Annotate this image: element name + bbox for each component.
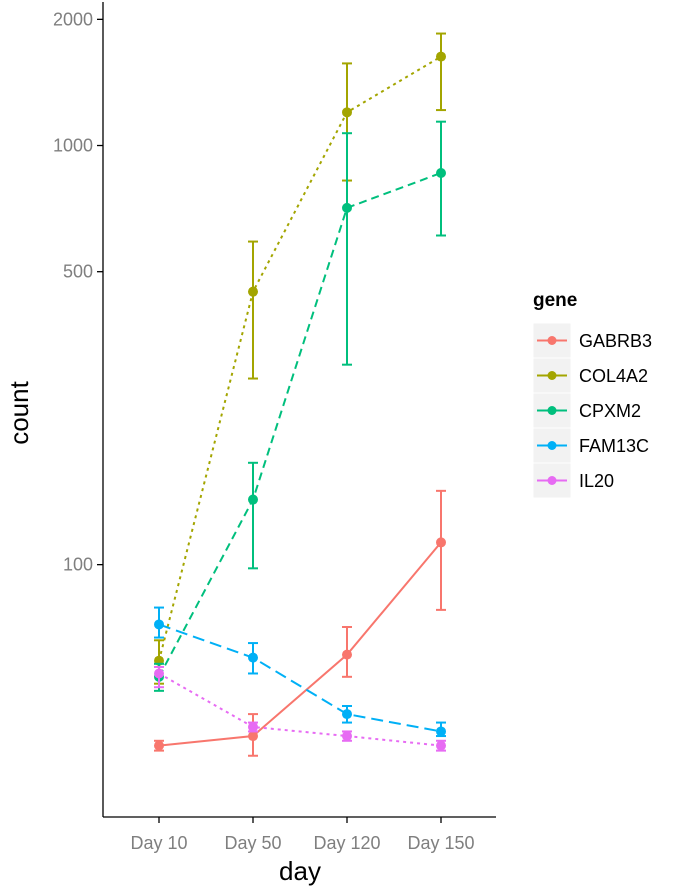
legend-items: GABRB3 COL4A2 CPXM2 FAM13C IL20 bbox=[532, 322, 652, 499]
x-axis-title: day bbox=[279, 856, 321, 886]
x-tick-label: Day 50 bbox=[224, 833, 281, 853]
data-point bbox=[154, 740, 164, 751]
data-point bbox=[248, 721, 258, 732]
x-tick-label: Day 10 bbox=[130, 833, 187, 853]
legend-label: IL20 bbox=[579, 471, 614, 491]
legend-item-cpxm2: CPXM2 bbox=[532, 392, 641, 429]
x-ticks: Day 10 Day 50 Day 120 Day 150 bbox=[130, 817, 475, 853]
data-point bbox=[342, 709, 352, 720]
series-line bbox=[158, 672, 442, 747]
series-il20 bbox=[154, 665, 446, 752]
series-line bbox=[158, 623, 442, 733]
x-tick-label: Day 150 bbox=[407, 833, 474, 853]
series-gabrb3 bbox=[154, 489, 446, 757]
legend-item-fam13c: FAM13C bbox=[532, 427, 649, 464]
data-point bbox=[248, 286, 258, 297]
legend-key-point bbox=[547, 476, 557, 485]
legend-label: GABRB3 bbox=[579, 331, 652, 351]
series-fam13c bbox=[154, 606, 446, 738]
series-cpxm2 bbox=[154, 120, 446, 692]
data-point bbox=[436, 167, 446, 178]
legend-item-gabrb3: GABRB3 bbox=[532, 322, 652, 359]
data-point bbox=[342, 731, 352, 742]
y-tick-label: 1000 bbox=[53, 136, 93, 156]
data-point bbox=[154, 668, 164, 679]
series-col4a2 bbox=[154, 32, 446, 685]
series-line bbox=[158, 55, 442, 661]
series-layer bbox=[154, 32, 446, 757]
data-point bbox=[436, 726, 446, 737]
y-tick-label: 500 bbox=[63, 262, 93, 282]
legend-label: FAM13C bbox=[579, 436, 649, 456]
legend-label: CPXM2 bbox=[579, 401, 641, 421]
data-point bbox=[248, 652, 258, 663]
y-tick-label: 2000 bbox=[53, 9, 93, 29]
data-point bbox=[436, 740, 446, 751]
x-tick-label: Day 120 bbox=[313, 833, 380, 853]
y-tick-label: 100 bbox=[63, 555, 93, 575]
legend: gene GABRB3 COL4A2 CPXM2 FAM13C IL20 bbox=[532, 290, 652, 499]
data-point bbox=[248, 731, 258, 742]
legend-key-point bbox=[547, 336, 557, 345]
data-point bbox=[342, 649, 352, 660]
data-point bbox=[342, 107, 352, 118]
legend-key-point bbox=[547, 406, 557, 415]
legend-title: gene bbox=[533, 290, 577, 311]
data-point bbox=[248, 494, 258, 505]
series-line bbox=[158, 172, 442, 678]
data-point bbox=[436, 51, 446, 62]
y-axis-title: count bbox=[4, 380, 34, 444]
legend-item-il20: IL20 bbox=[532, 462, 614, 499]
data-point bbox=[436, 537, 446, 548]
series-line bbox=[158, 541, 442, 747]
legend-key-point bbox=[547, 441, 557, 450]
data-point bbox=[342, 202, 352, 213]
legend-key-point bbox=[547, 371, 557, 380]
y-ticks: 100 500 1000 2000 bbox=[53, 9, 103, 575]
data-point bbox=[154, 619, 164, 630]
legend-item-col4a2: COL4A2 bbox=[532, 357, 648, 394]
axes bbox=[102, 2, 496, 818]
legend-label: COL4A2 bbox=[579, 366, 648, 386]
